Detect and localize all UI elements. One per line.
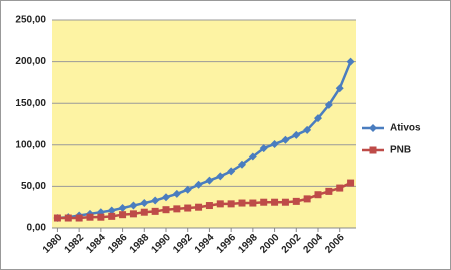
point xyxy=(108,212,116,220)
legend-marker xyxy=(369,146,377,154)
point xyxy=(292,197,300,205)
point xyxy=(140,199,149,208)
series-line xyxy=(57,61,352,220)
point xyxy=(347,179,355,187)
point xyxy=(184,204,192,212)
point xyxy=(324,100,333,109)
point xyxy=(195,203,203,211)
point xyxy=(194,180,203,189)
point xyxy=(129,201,138,210)
point xyxy=(97,213,105,221)
point xyxy=(227,167,236,176)
point xyxy=(238,199,246,207)
point xyxy=(151,196,160,205)
point xyxy=(129,210,137,218)
point xyxy=(140,208,148,216)
point xyxy=(64,214,72,222)
y-tick-label: 100,00 xyxy=(15,139,46,150)
legend-label: Ativos xyxy=(390,123,421,134)
legend-marker xyxy=(369,124,377,132)
point xyxy=(303,195,311,203)
legend-label: PNB xyxy=(390,145,411,156)
point xyxy=(314,114,322,123)
point xyxy=(107,206,116,215)
point xyxy=(205,202,213,210)
point xyxy=(75,214,83,222)
point xyxy=(335,84,344,93)
point xyxy=(281,198,289,206)
y-tick-label: 200,00 xyxy=(15,56,46,67)
point xyxy=(216,172,225,181)
point xyxy=(238,160,246,169)
point xyxy=(205,176,214,185)
point xyxy=(86,213,94,221)
point xyxy=(183,185,192,194)
point xyxy=(173,205,181,213)
point xyxy=(259,144,268,153)
y-tick-label: 50,00 xyxy=(21,181,46,192)
point xyxy=(227,200,235,208)
series-line xyxy=(57,181,352,220)
point xyxy=(292,130,301,139)
point xyxy=(271,198,279,206)
point xyxy=(249,199,257,207)
point xyxy=(118,204,127,213)
point xyxy=(119,211,127,219)
point xyxy=(53,214,61,222)
point xyxy=(346,57,355,66)
point xyxy=(162,206,170,214)
y-tick-label: 150,00 xyxy=(15,98,46,109)
point xyxy=(336,184,344,192)
point xyxy=(162,193,170,202)
point xyxy=(216,200,224,208)
point xyxy=(172,189,181,198)
point xyxy=(270,139,279,148)
plot-area xyxy=(52,20,356,228)
point xyxy=(325,187,333,195)
point xyxy=(260,198,268,206)
point xyxy=(248,152,257,161)
point xyxy=(303,125,312,134)
y-tick-label: 250,00 xyxy=(15,15,46,26)
point xyxy=(151,207,159,215)
point xyxy=(281,135,290,144)
point xyxy=(314,191,322,199)
y-tick-label: 0,00 xyxy=(27,223,47,234)
